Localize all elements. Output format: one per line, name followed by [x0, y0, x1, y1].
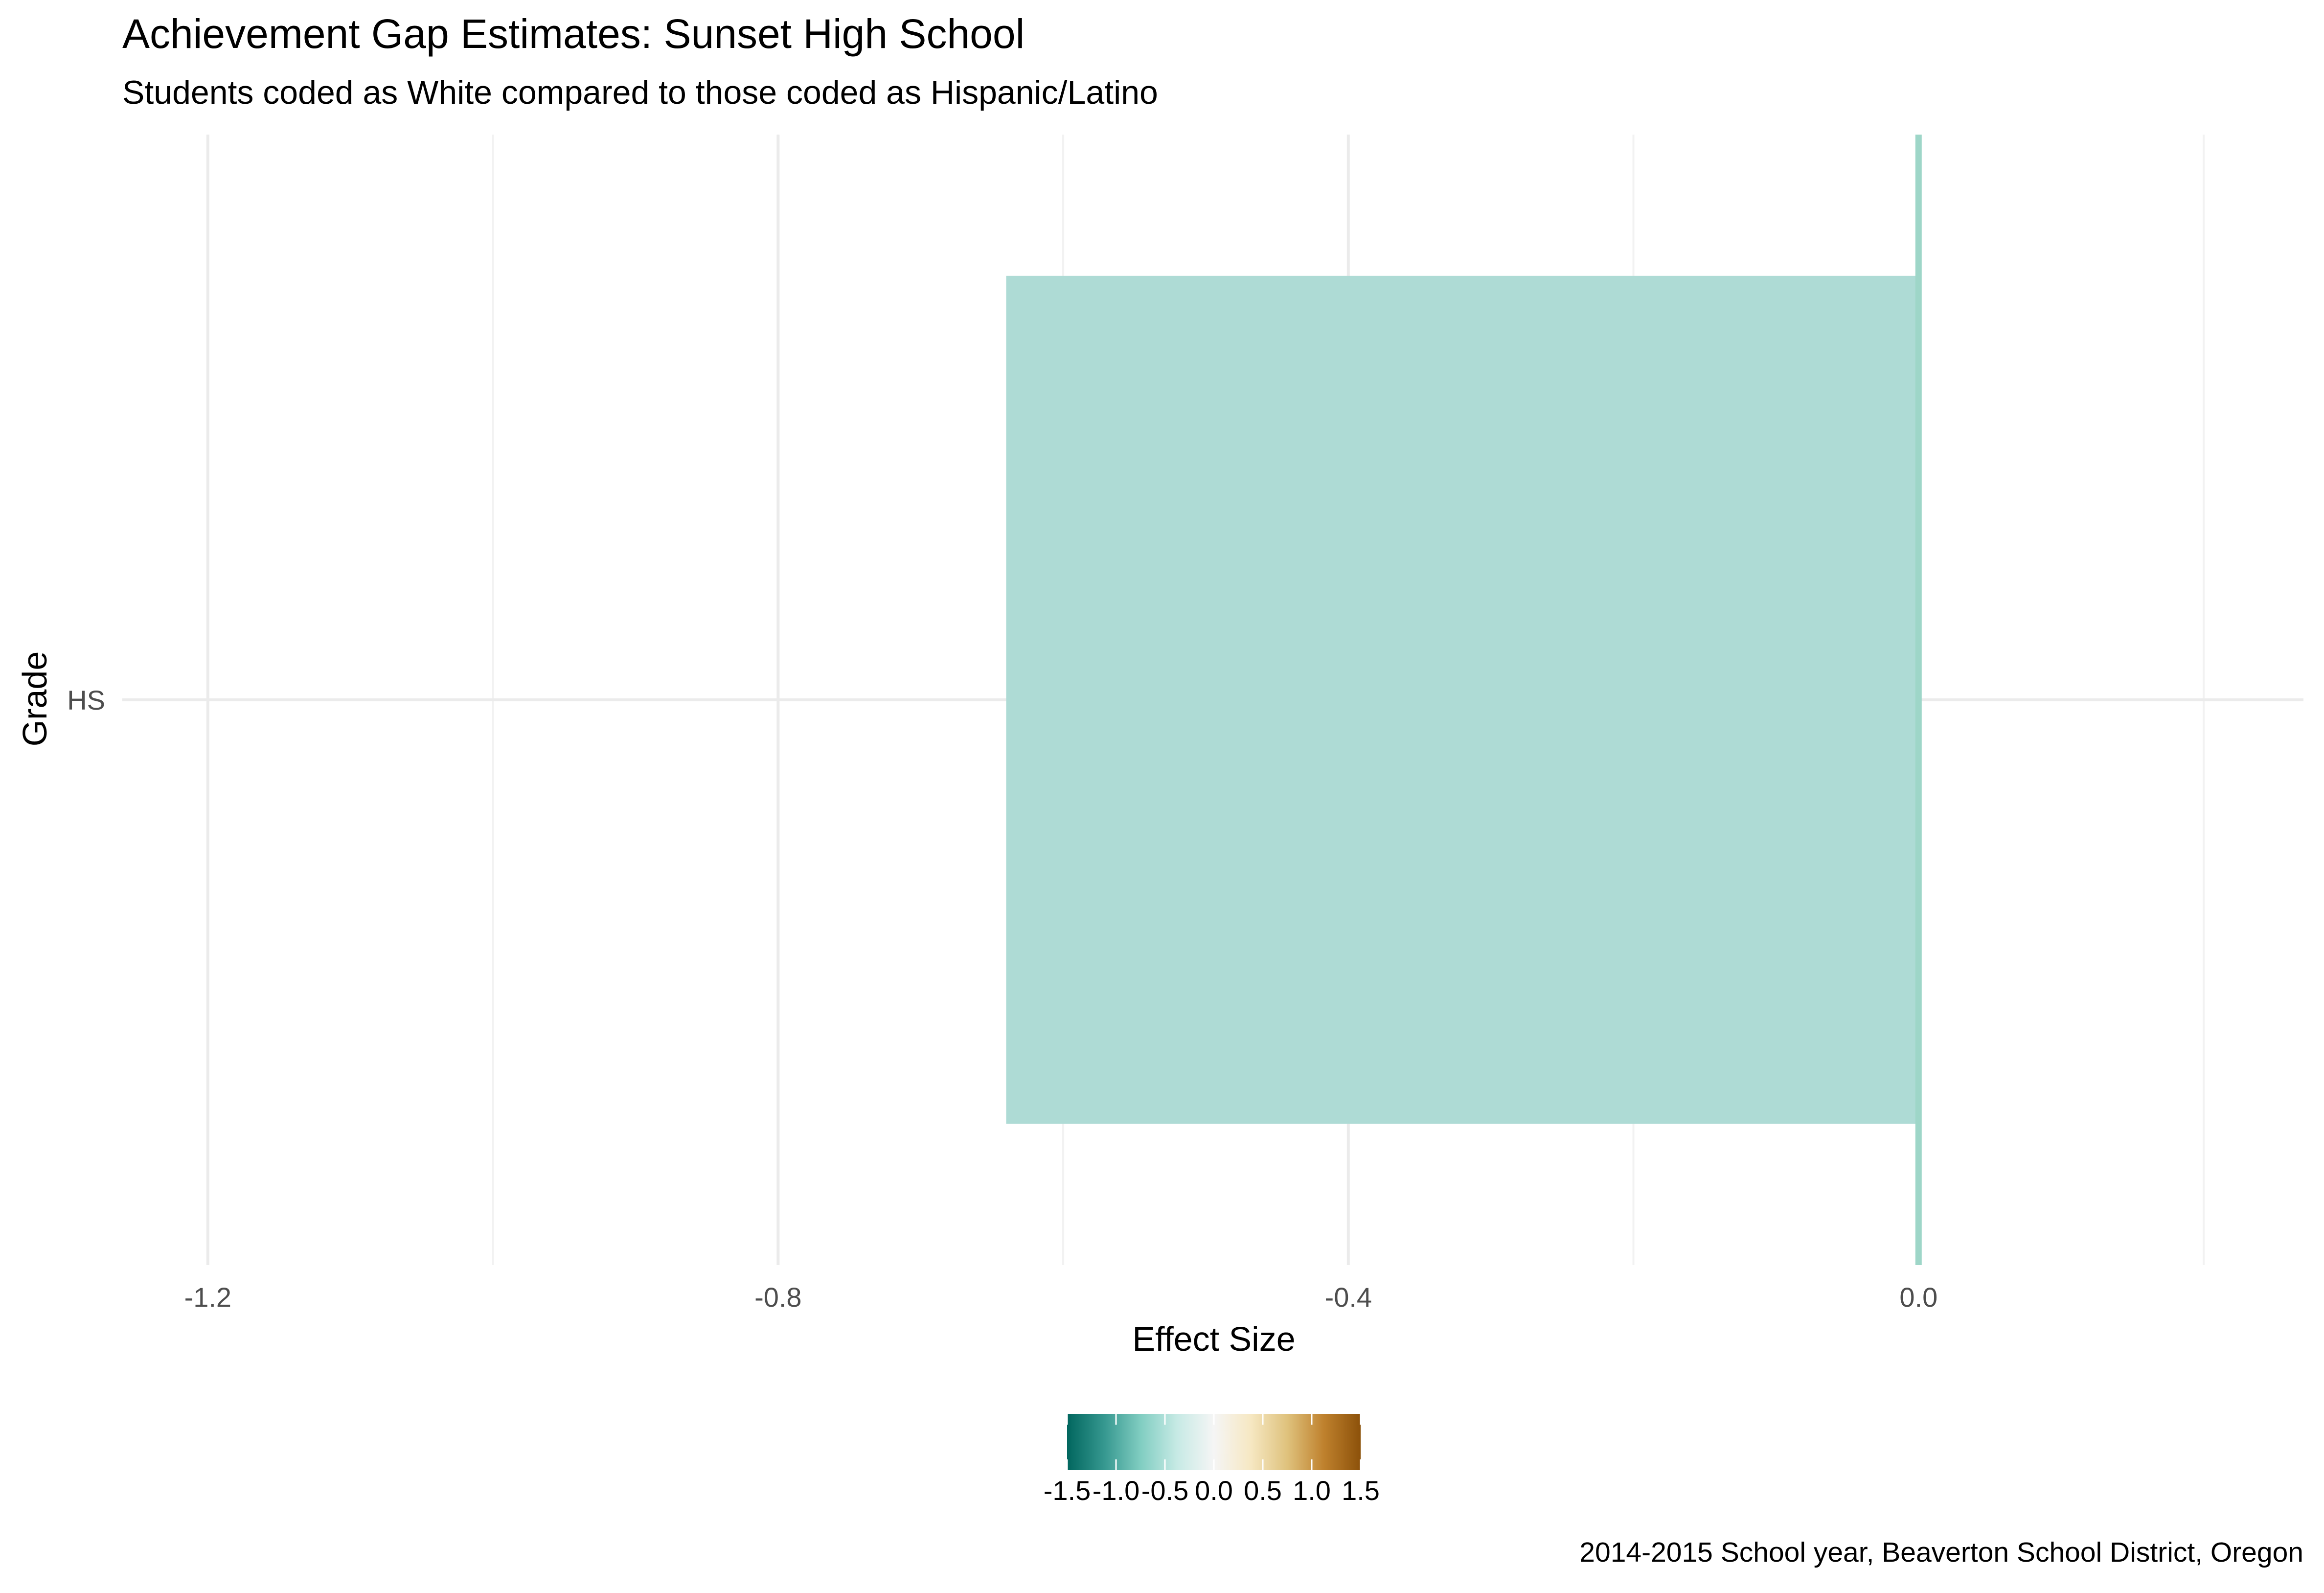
chart-title: Achievement Gap Estimates: Sunset High S…: [122, 11, 1025, 57]
color-legend-tick-marks: [1066, 1414, 1362, 1470]
legend-tick-label: 0.5: [1244, 1475, 1282, 1506]
chart-caption: 2014-2015 School year, Beaverton School …: [1579, 1537, 2303, 1568]
color-legend: -1.5 -1.0 -0.5 0.0 0.5 1.0 1.5: [1044, 1414, 1380, 1506]
legend-tick-label: -0.5: [1141, 1475, 1189, 1506]
x-tick-labels: -1.2 -0.8 -0.4 0.0: [184, 1282, 1938, 1313]
bar-hs: [1006, 276, 1919, 1124]
x-tick-label: -0.8: [754, 1282, 802, 1313]
legend-tick-label: 0.0: [1195, 1475, 1233, 1506]
chart-subtitle: Students coded as White compared to thos…: [122, 74, 1158, 111]
legend-tick-label: -1.5: [1044, 1475, 1091, 1506]
x-axis-title: Effect Size: [1132, 1320, 1295, 1358]
x-tick-label: -0.4: [1325, 1282, 1372, 1313]
legend-tick-label: 1.5: [1342, 1475, 1380, 1506]
x-tick-label: -1.2: [184, 1282, 232, 1313]
y-tick-labels: HS: [67, 685, 105, 716]
y-tick-label: HS: [67, 685, 105, 716]
y-axis-title: Grade: [16, 651, 54, 747]
x-tick-label: 0.0: [1899, 1282, 1937, 1313]
legend-tick-label: -1.0: [1093, 1475, 1140, 1506]
color-legend-tick-labels: -1.5 -1.0 -0.5 0.0 0.5 1.0 1.5: [1044, 1475, 1380, 1506]
bar-layer: [1006, 276, 1919, 1124]
legend-tick-label: 1.0: [1293, 1475, 1331, 1506]
